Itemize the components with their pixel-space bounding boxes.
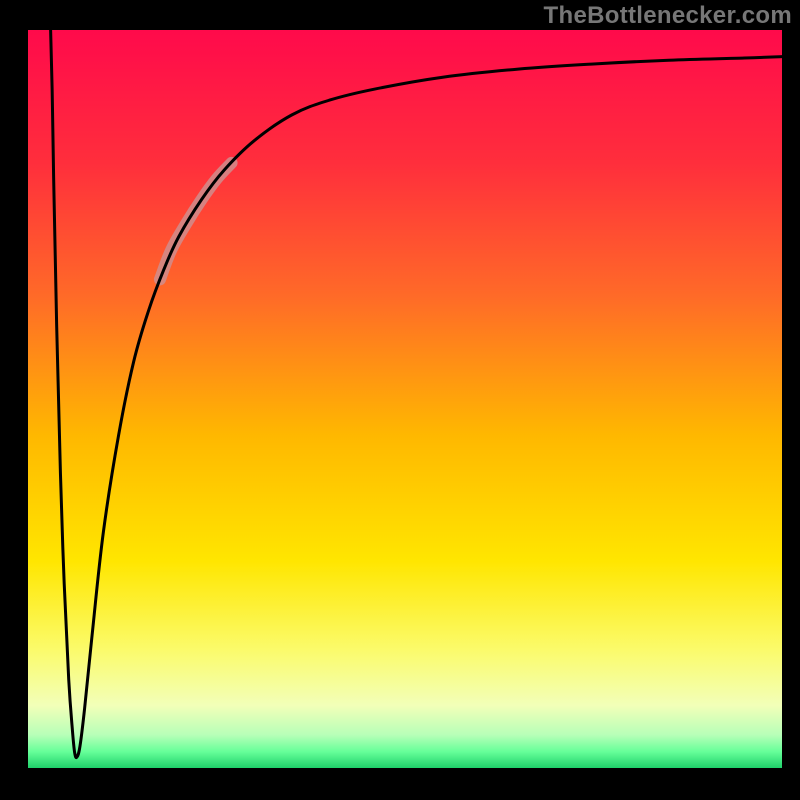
bottleneck-chart bbox=[0, 0, 800, 800]
gradient-background bbox=[28, 30, 782, 768]
chart-container: TheBottlenecker.com bbox=[0, 0, 800, 800]
watermark-text: TheBottlenecker.com bbox=[544, 2, 792, 30]
